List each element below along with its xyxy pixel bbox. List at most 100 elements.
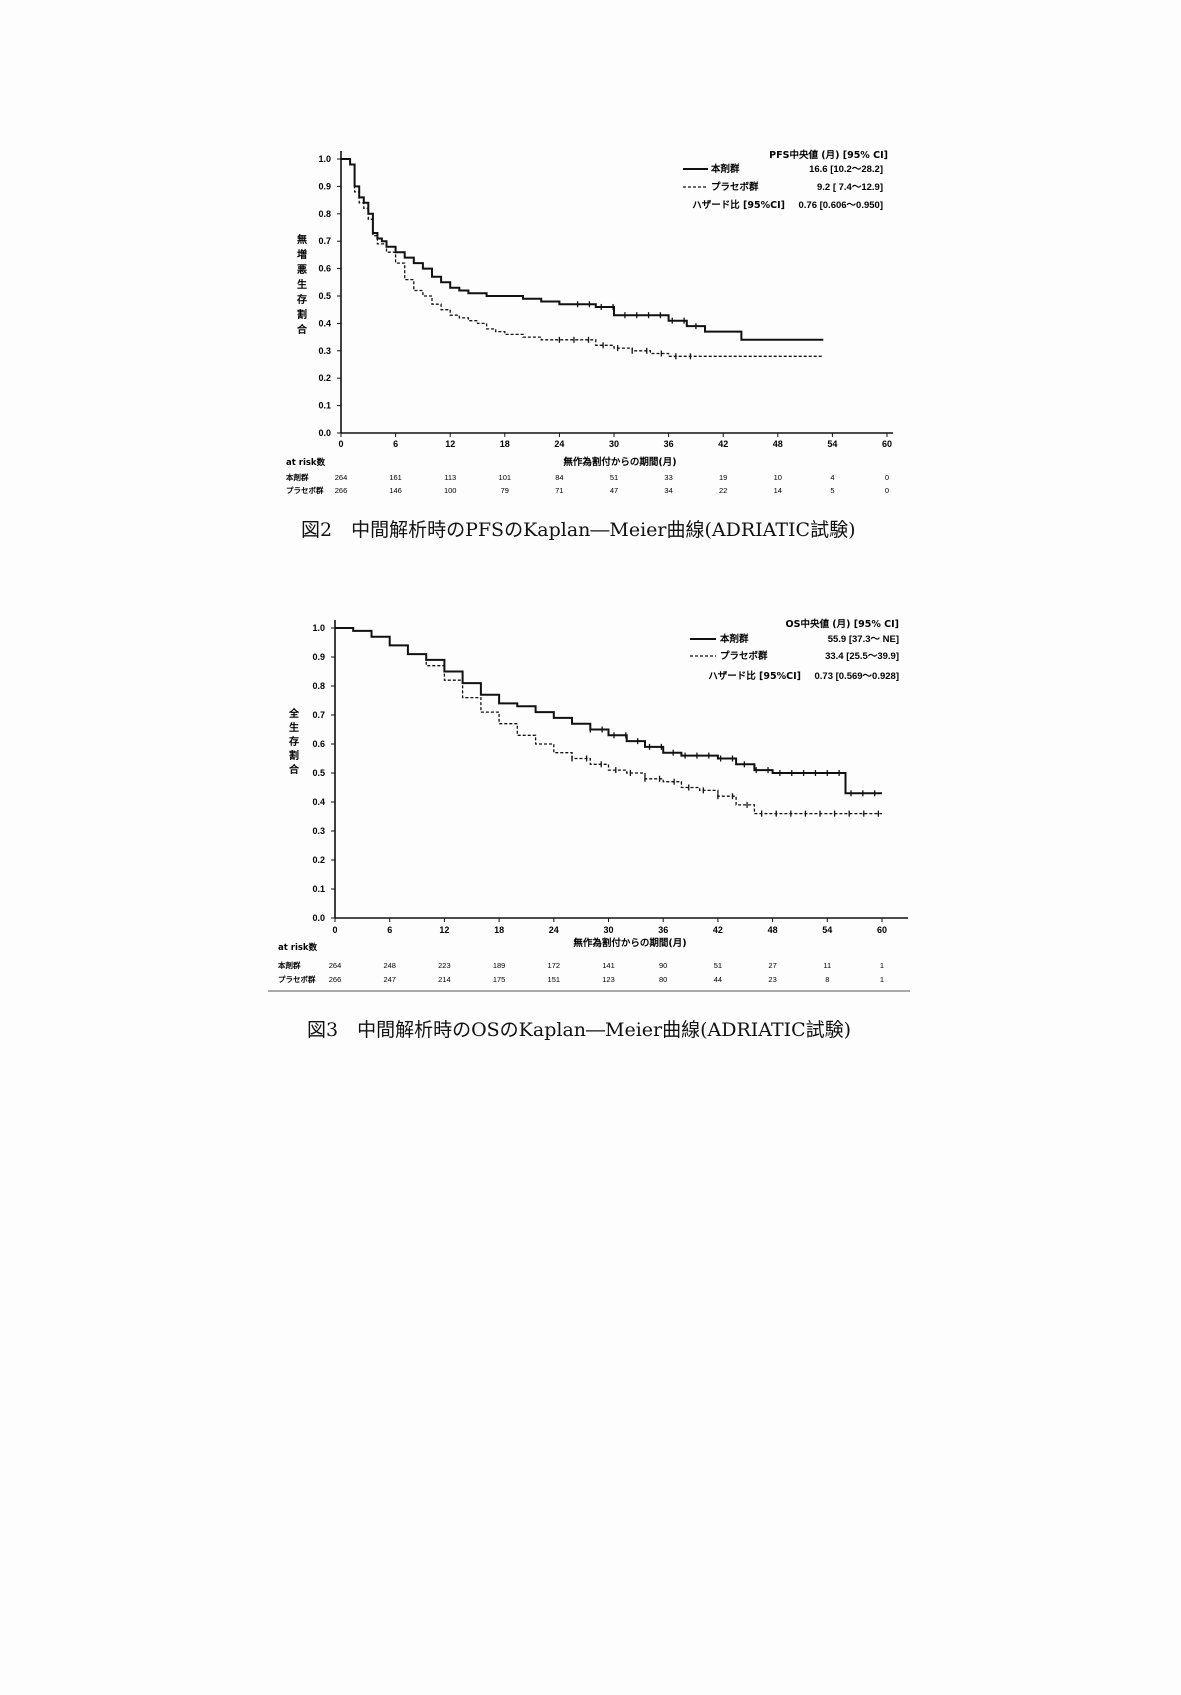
series-treatment-curve xyxy=(335,627,882,795)
at-risk-value: 175 xyxy=(493,975,506,984)
os-caption: 図3 中間解析時のOSのKaplan―Meier曲線(ADRIATIC試験) xyxy=(307,1019,852,1041)
x-axis-label: 無作為割付からの期間(月) xyxy=(573,937,686,949)
x-tick-label: 42 xyxy=(718,439,728,449)
y-tick-label: 0.1 xyxy=(312,884,325,894)
at-risk-value: 0 xyxy=(885,486,889,495)
at-risk-value: 161 xyxy=(389,473,402,482)
series-treatment-curve xyxy=(341,158,824,341)
at-risk-value: 214 xyxy=(438,975,451,984)
at-risk-value: 1 xyxy=(880,975,884,984)
at-risk-value: 113 xyxy=(444,473,456,482)
at-risk-value: 248 xyxy=(383,961,396,970)
x-tick-label: 36 xyxy=(664,439,674,449)
y-tick-label: 1.0 xyxy=(312,623,325,633)
y-axis-label-char: 増 xyxy=(297,248,307,261)
x-axis-label: 無作為割付からの期間(月) xyxy=(563,456,676,468)
hazard-ratio-value: 0.73 [0.569～0.928] xyxy=(814,671,899,682)
x-tick-label: 48 xyxy=(773,439,783,449)
y-tick-label: 0.2 xyxy=(312,855,325,865)
at-risk-value: 123 xyxy=(602,975,615,984)
y-axis-label-char: 無 xyxy=(297,233,307,246)
legend-value: 55.9 [37.3～ NE] xyxy=(828,634,899,645)
at-risk-value: 44 xyxy=(714,975,722,984)
at-risk-value: 247 xyxy=(383,975,396,984)
x-tick-label: 24 xyxy=(554,439,564,449)
at-risk-value: 33 xyxy=(664,473,672,482)
at-risk-value: 5 xyxy=(830,486,834,495)
hazard-ratio-label: ハザード比 [95%CI] xyxy=(692,199,785,211)
at-risk-value: 4 xyxy=(830,473,834,482)
y-axis-label-char: 割 xyxy=(289,749,299,762)
at-risk-value: 264 xyxy=(329,961,342,970)
y-axis-label-char: 存 xyxy=(289,735,299,748)
y-tick-label: 0.4 xyxy=(318,318,331,328)
y-tick-label: 0.8 xyxy=(312,681,325,691)
at-risk-row-label: プラセボ群 xyxy=(286,485,324,495)
at-risk-row-label: 本剤群 xyxy=(285,472,309,482)
legend-label: プラセボ群 xyxy=(711,181,759,193)
y-tick-label: 0.0 xyxy=(318,428,331,438)
y-tick-label: 0.2 xyxy=(318,373,331,383)
at-risk-value: 146 xyxy=(389,486,402,495)
x-tick-label: 24 xyxy=(549,925,559,935)
at-risk-value: 10 xyxy=(774,473,782,482)
x-tick-label: 60 xyxy=(877,925,887,935)
y-tick-label: 0.8 xyxy=(318,209,331,219)
y-axis-label-char: 合 xyxy=(288,763,300,776)
at-risk-value: 14 xyxy=(774,486,782,495)
at-risk-value: 151 xyxy=(548,975,561,984)
at-risk-value: 141 xyxy=(602,961,615,970)
at-risk-value: 90 xyxy=(659,961,667,970)
y-tick-label: 0.9 xyxy=(318,181,331,191)
at-risk-value: 189 xyxy=(493,961,506,970)
legend-header: OS中央値 (月) [95% CI] xyxy=(786,618,899,630)
legend-value: 16.6 [10.2～28.2] xyxy=(809,164,883,175)
y-axis-label-char: 合 xyxy=(296,323,308,336)
at-risk-value: 266 xyxy=(335,486,348,495)
y-axis-label-char: 生 xyxy=(297,278,307,291)
y-axis-label-char: 割 xyxy=(297,308,307,321)
at-risk-value: 34 xyxy=(664,486,672,495)
at-risk-value: 223 xyxy=(438,961,451,970)
y-tick-label: 0.9 xyxy=(312,652,325,662)
at-risk-value: 51 xyxy=(714,961,722,970)
at-risk-value: 80 xyxy=(659,975,667,984)
at-risk-row-label: 本剤群 xyxy=(277,960,301,970)
at-risk-value: 22 xyxy=(719,486,727,495)
x-tick-label: 18 xyxy=(500,439,510,449)
y-axis-label-char: 悪 xyxy=(297,264,307,276)
at-risk-value: 0 xyxy=(885,473,889,482)
y-axis-label-char: 存 xyxy=(297,293,307,306)
legend-label: プラセボ群 xyxy=(720,650,768,662)
at-risk-value: 27 xyxy=(768,961,776,970)
legend-header: PFS中央値 (月) [95% CI] xyxy=(769,149,888,161)
x-tick-label: 36 xyxy=(658,925,668,935)
y-axis-label-char: 全 xyxy=(288,707,300,720)
hazard-ratio-label: ハザード比 [95%CI] xyxy=(708,670,801,682)
y-tick-label: 0.1 xyxy=(318,401,331,411)
at-risk-value: 266 xyxy=(329,975,342,984)
pfs-figure: 0.0 0.1 0.2 0.3 0.4 0.5 0.6 0.7 0.8 0.9 1.0 0 6 12 18 2… xyxy=(0,0,1181,520)
at-risk-row-label: プラセボ群 xyxy=(278,974,316,984)
at-risk-value: 11 xyxy=(823,961,831,970)
y-tick-label: 0.0 xyxy=(312,913,325,923)
at-risk-value: 101 xyxy=(499,473,512,482)
x-tick-label: 30 xyxy=(603,925,613,935)
at-risk-value: 47 xyxy=(610,486,618,495)
x-tick-label: 12 xyxy=(445,439,455,449)
x-tick-label: 6 xyxy=(387,925,392,935)
at-risk-value: 172 xyxy=(548,961,561,970)
at-risk-value: 19 xyxy=(719,473,727,482)
x-tick-label: 42 xyxy=(713,925,723,935)
hazard-ratio-value: 0.76 [0.606～0.950] xyxy=(798,200,883,211)
x-tick-label: 0 xyxy=(338,439,343,449)
at-risk-value: 8 xyxy=(825,975,829,984)
y-axis-label-char: 生 xyxy=(289,721,299,734)
at-risk-value: 100 xyxy=(444,486,457,495)
x-tick-label: 12 xyxy=(439,925,449,935)
x-tick-label: 18 xyxy=(494,925,504,935)
legend-value: 9.2 [ 7.4～12.9] xyxy=(817,182,883,193)
y-tick-label: 0.5 xyxy=(312,768,325,778)
y-tick-label: 0.5 xyxy=(318,291,331,301)
at-risk-value: 71 xyxy=(555,486,563,495)
